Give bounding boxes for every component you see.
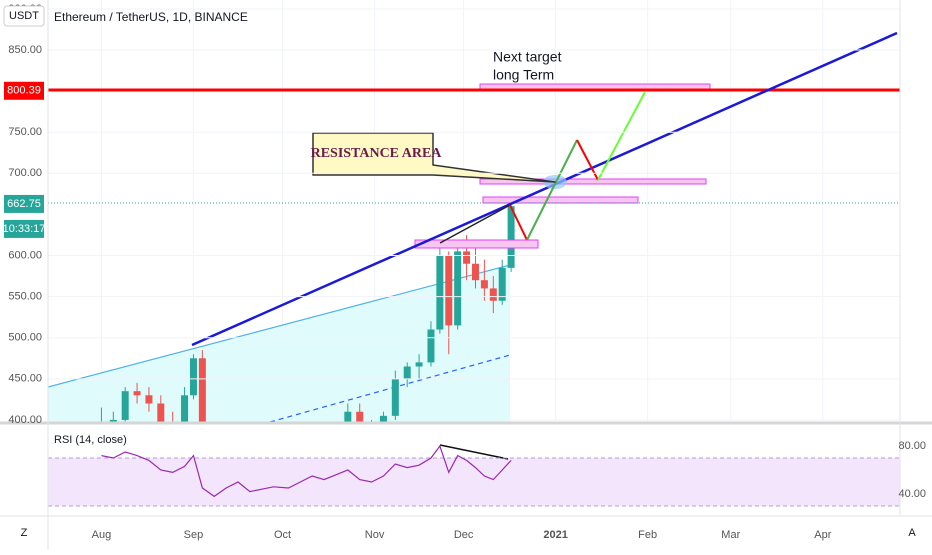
y-tick-label: 600.00: [8, 249, 42, 261]
candle-body: [379, 415, 387, 422]
candle-body: [145, 395, 153, 404]
candle-body: [391, 378, 399, 416]
candle-body: [507, 206, 515, 268]
candle-body: [489, 288, 497, 301]
candle-body: [198, 358, 206, 422]
chart-title: Ethereum / TetherUS, 1D, BINANCE: [54, 10, 248, 24]
rsi-pane: [48, 444, 900, 507]
countdown-box: [4, 219, 44, 238]
callout: [312, 132, 556, 183]
candle-body: [480, 280, 488, 289]
candle-body: [498, 267, 506, 301]
annotation: Next target: [493, 49, 562, 65]
candle-body: [157, 403, 165, 422]
candle-body: [454, 251, 462, 326]
price-pane: RESISTANCE AREA Next target long Term: [48, 0, 900, 422]
candle-body: [121, 391, 129, 420]
rsi-band: [48, 458, 900, 506]
auto-button[interactable]: A: [908, 527, 916, 539]
y-tick-label: 750.00: [8, 126, 42, 138]
zone: [479, 178, 707, 185]
trend-line: [439, 204, 511, 244]
x-tick-label: Feb: [638, 529, 657, 541]
zoom-button[interactable]: Z: [21, 527, 28, 539]
price-label-box: [4, 194, 44, 213]
candle-body: [356, 411, 364, 422]
trend-line: [269, 354, 511, 422]
y-tick-label: 550.00: [8, 291, 42, 303]
x-tick-label: Nov: [365, 529, 385, 541]
candle-body: [344, 411, 352, 422]
candle-body: [181, 395, 189, 422]
annotation: long Term: [493, 67, 554, 83]
y-tick-label: 850.00: [8, 44, 42, 56]
x-tick-label: Dec: [454, 529, 474, 541]
candle-body: [109, 419, 117, 422]
trend-line: [191, 31, 898, 347]
callout-text: RESISTANCE AREA: [311, 146, 443, 161]
x-tick-label: Oct: [274, 529, 291, 541]
zone: [482, 196, 639, 204]
x-tick-label: Mar: [721, 529, 740, 541]
time-axis: Aug Sep Oct Nov Dec 2021 Feb Mar Apr: [92, 529, 832, 541]
candle-body: [403, 366, 411, 379]
trend-line: [439, 444, 509, 460]
trend-line: [48, 264, 511, 388]
candle-body: [427, 329, 435, 363]
zone: [414, 239, 539, 249]
candle-body: [189, 358, 197, 396]
candle-body: [436, 255, 444, 330]
countdown: 10:33:17: [3, 223, 46, 235]
candle-body: [471, 263, 479, 281]
y-tick-label: 500.00: [8, 332, 42, 344]
arrow: [526, 139, 578, 241]
x-tick-label: Apr: [814, 529, 831, 541]
price-label: 800.39: [7, 85, 41, 97]
zone: [479, 83, 711, 90]
x-tick-label: Sep: [184, 529, 204, 541]
currency: USDT: [9, 10, 39, 22]
y-tick-label: 450.00: [8, 373, 42, 385]
candles: [100, 202, 515, 422]
candle-body: [463, 251, 471, 264]
rsi-tick-label: 40.00: [898, 488, 926, 500]
y-tick-label: 700.00: [8, 167, 42, 179]
x-tick-label: Aug: [92, 529, 112, 541]
x-tick-label: 2021: [543, 529, 567, 541]
rsi-tick-label: 80.00: [898, 440, 926, 452]
price-label: 662.75: [7, 198, 41, 210]
rsi-label: RSI (14, close): [54, 434, 127, 446]
price-label-box: [4, 81, 44, 100]
candle-body: [133, 391, 141, 396]
arrow: [597, 91, 646, 181]
currency-box[interactable]: [3, 5, 45, 27]
candle-body: [415, 362, 423, 367]
y-tick-label: 400.00: [8, 414, 42, 426]
arrow: [509, 204, 528, 241]
rsi-line: [101, 444, 512, 498]
candle-body: [445, 255, 453, 326]
